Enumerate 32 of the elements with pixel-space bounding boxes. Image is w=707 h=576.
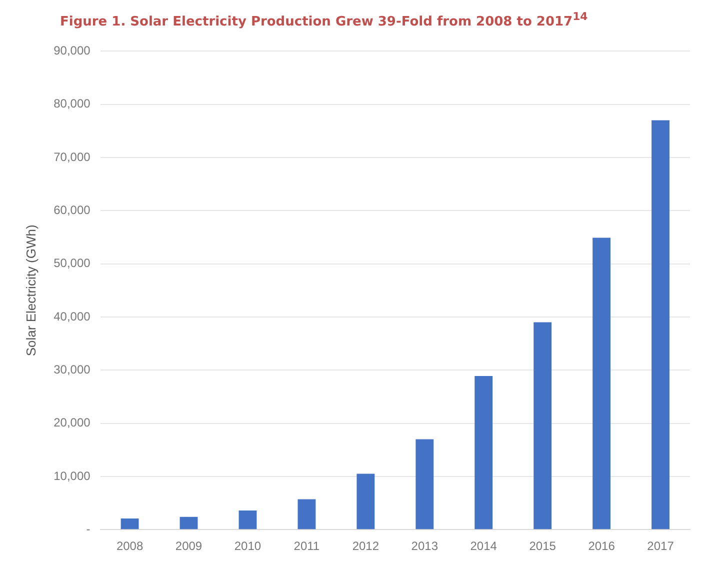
x-tick-label: 2017 — [647, 539, 674, 554]
y-tick-label: 30,000 — [54, 362, 91, 376]
x-tick-label: 2012 — [352, 539, 380, 554]
bar — [120, 518, 139, 530]
bar — [416, 439, 434, 530]
x-tick-label: 2008 — [116, 539, 144, 554]
x-tick-label: 2014 — [470, 539, 498, 554]
y-tick-label: 50,000 — [54, 256, 91, 270]
bar — [298, 499, 316, 530]
chart-title: Figure 1. Solar Electricity Production Grew 39-Fold from 2008 to 2017$^{14}$ — [60, 10, 588, 30]
bar — [238, 510, 257, 530]
x-tick-label: 2013 — [411, 539, 438, 554]
bar — [534, 322, 552, 530]
bar — [356, 474, 375, 530]
y-tick-label: 10,000 — [54, 468, 91, 483]
x-tick-label: 2009 — [175, 539, 202, 554]
y-tick-label: 90,000 — [54, 44, 91, 58]
x-tick-label: 2010 — [234, 539, 262, 554]
x-tick-label: 2011 — [294, 539, 320, 554]
y-axis-title: Solar Electricity (GWh) — [23, 224, 38, 356]
bar — [652, 120, 670, 530]
bar — [592, 238, 611, 530]
y-tick-label: - — [86, 522, 90, 536]
y-tick-label: 80,000 — [54, 96, 91, 111]
x-tick-label: 2016 — [588, 539, 616, 554]
y-tick-label: 20,000 — [54, 416, 91, 430]
y-tick-label: 60,000 — [54, 202, 91, 217]
x-tick-label: 2015 — [529, 539, 556, 554]
y-tick-label: 40,000 — [54, 309, 91, 324]
bar — [474, 376, 493, 530]
y-tick-label: 70,000 — [54, 150, 91, 164]
bar — [180, 516, 198, 530]
